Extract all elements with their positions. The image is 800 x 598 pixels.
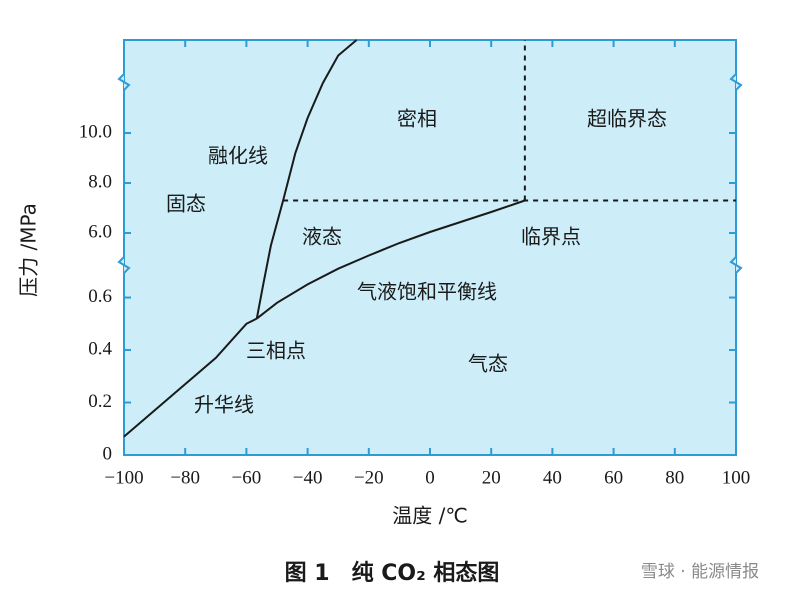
x-tick-label: 100 [722,467,751,488]
x-tick-label: 0 [425,467,435,488]
x-tick-label: −80 [170,467,200,488]
region-label: 三相点 [246,339,306,363]
plot-area [123,39,737,456]
y-tick-label: 10.0 [79,121,112,142]
region-label: 气态 [468,352,508,376]
y-tick-label: 0.2 [88,391,112,412]
y-tick-label: 0.4 [88,338,112,359]
x-axis-label: 温度 /℃ [392,504,468,528]
y-tick-label: 0.6 [88,286,112,307]
curve-label: 融化线 [208,144,268,168]
x-tick-label: 80 [665,467,684,488]
y-tick-label: 6.0 [88,221,112,242]
y-tick-label: 0 [103,443,113,464]
y-tick-label: 8.0 [88,171,112,192]
phase-line [123,317,258,438]
x-tick-label: −20 [354,467,384,488]
curve-label: 气液饱和平衡线 [357,280,497,304]
x-tick-label: −100 [104,467,143,488]
watermark: 雪球 · 能源情报 [641,562,759,582]
x-tick-label: −60 [232,467,262,488]
curve-label: 升华线 [194,393,254,417]
region-label: 超临界态 [587,107,667,131]
region-label: 液态 [302,225,342,249]
x-tick-label: 60 [604,467,623,488]
region-label: 固态 [166,192,206,216]
x-tick-label: −40 [293,467,323,488]
phase-line [256,199,526,320]
x-tick-label: 20 [482,467,501,488]
axis-breaks [117,73,743,274]
region-label: 临界点 [521,225,581,249]
phase-line [255,39,358,319]
region-label: 密相 [397,107,437,131]
x-tick-label: 40 [543,467,562,488]
caption: 图 1 纯 CO₂ 相态图 [285,560,500,586]
y-axis-label: 压力 /MPa [17,203,41,297]
